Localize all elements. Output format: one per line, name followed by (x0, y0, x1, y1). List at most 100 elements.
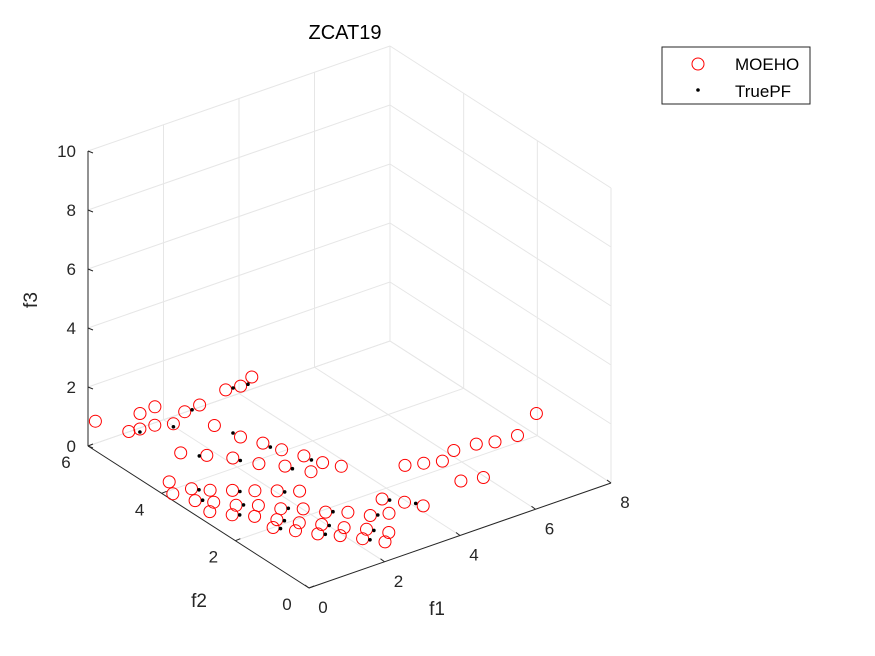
x-tick-label: 6 (545, 519, 554, 538)
point-moeho (275, 443, 289, 457)
grid-line (163, 419, 385, 563)
point-truepf (309, 458, 314, 462)
grid-line (389, 281, 612, 425)
grid-line (235, 435, 538, 542)
point-moeho (274, 502, 288, 516)
point-moeho (296, 502, 310, 516)
z-tick-mark (87, 268, 94, 272)
point-moeho (133, 407, 147, 420)
chart-title: ZCAT19 (309, 22, 382, 44)
point-moeho (315, 518, 329, 531)
point-moeho (293, 484, 307, 498)
point-moeho (256, 436, 270, 450)
point-moeho (252, 457, 266, 471)
y-tick-label: 2 (209, 548, 218, 567)
legend-label-truepf: TruePF (735, 82, 791, 101)
point-moeho (225, 508, 239, 522)
point-moeho (333, 529, 347, 543)
point-moeho (166, 417, 180, 431)
point-truepf (171, 425, 176, 429)
legend-marker-truepf (696, 88, 700, 92)
point-moeho (200, 448, 214, 462)
point-moeho (248, 484, 262, 498)
point-truepf (238, 489, 242, 494)
x-tick-label: 0 (318, 598, 327, 617)
point-truepf (237, 513, 242, 517)
point-moeho (529, 407, 543, 420)
point-moeho (488, 435, 502, 449)
point-truepf (278, 526, 283, 531)
point-moeho (203, 505, 217, 519)
x-tick-label: 4 (469, 546, 478, 565)
x-tick-label: 2 (394, 572, 403, 591)
z-tick-label: 6 (67, 260, 76, 279)
grid-line (87, 163, 391, 270)
grid-line (389, 340, 612, 484)
point-truepf (372, 528, 376, 533)
x-tick-mark (606, 479, 612, 484)
point-truepf (323, 532, 328, 537)
point-moeho (174, 446, 188, 460)
point-moeho (88, 414, 102, 428)
point-truepf (282, 490, 287, 494)
point-moeho (337, 521, 351, 535)
point-truepf (197, 454, 202, 458)
point-moeho (363, 509, 377, 522)
y-tick-mark (161, 490, 167, 494)
point-moeho (188, 494, 202, 508)
point-moeho (234, 379, 248, 393)
point-moeho (375, 492, 389, 506)
point-moeho (193, 398, 207, 412)
point-moeho (229, 498, 243, 512)
y-tick-label: 4 (135, 500, 144, 519)
point-moeho (378, 535, 392, 549)
point-moeho (251, 499, 265, 512)
point-truepf (268, 445, 273, 449)
point-moeho (382, 526, 396, 539)
z-tick-mark (87, 445, 94, 449)
x-tick-mark (380, 558, 385, 563)
point-truepf (231, 386, 235, 390)
point-moeho (319, 505, 333, 519)
grid-line (389, 222, 612, 366)
grid-line (87, 281, 391, 388)
z-tick-mark (87, 150, 94, 154)
point-moeho (270, 513, 284, 527)
point-moeho (234, 430, 247, 444)
point-moeho (316, 456, 330, 470)
point-truepf (327, 523, 332, 528)
data-points (88, 370, 543, 549)
point-truepf (331, 509, 335, 514)
point-truepf (413, 501, 418, 506)
point-truepf (368, 538, 372, 542)
x-tick-mark (531, 505, 536, 510)
point-moeho (356, 532, 370, 546)
x-tick-label: 8 (620, 493, 629, 512)
point-truepf (200, 498, 205, 503)
point-moeho (226, 451, 240, 465)
point-moeho (469, 437, 483, 451)
point-moeho (148, 400, 162, 414)
grid-line (87, 104, 391, 211)
grid-line (389, 163, 612, 307)
point-moeho (334, 459, 348, 473)
y-axis-line (87, 445, 310, 589)
x-tick-mark (304, 584, 310, 589)
point-truepf (376, 513, 380, 517)
grid-line (314, 366, 536, 510)
point-moeho (511, 429, 524, 442)
point-truepf (282, 518, 287, 523)
y-tick-mark (308, 585, 315, 589)
x-tick-mark (455, 532, 461, 536)
z-tick-label: 4 (67, 319, 76, 338)
point-moeho (207, 495, 221, 509)
grid-line (87, 222, 391, 329)
point-moeho (219, 383, 233, 397)
z-tick-mark (87, 209, 94, 213)
y-tick-mark (87, 443, 94, 447)
point-truepf (197, 488, 201, 492)
grid-line (161, 387, 464, 494)
point-moeho (398, 495, 411, 509)
y-axis-label: f2 (191, 591, 207, 612)
